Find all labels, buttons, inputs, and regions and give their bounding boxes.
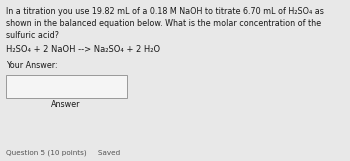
Text: shown in the balanced equation below. What is the molar concentration of the: shown in the balanced equation below. Wh… (6, 19, 321, 28)
Text: In a titration you use 19.82 mL of a 0.18 M NaOH to titrate 6.70 mL of H₂SO₄ as: In a titration you use 19.82 mL of a 0.1… (6, 7, 324, 16)
Text: Answer: Answer (51, 100, 81, 109)
Text: H₂SO₄ + 2 NaOH --> Na₂SO₄ + 2 H₂O: H₂SO₄ + 2 NaOH --> Na₂SO₄ + 2 H₂O (6, 45, 160, 54)
Text: Your Answer:: Your Answer: (6, 61, 58, 70)
Text: sulfuric acid?: sulfuric acid? (6, 31, 59, 40)
Text: Question 5 (10 points)     Saved: Question 5 (10 points) Saved (6, 149, 120, 156)
FancyBboxPatch shape (6, 75, 126, 98)
